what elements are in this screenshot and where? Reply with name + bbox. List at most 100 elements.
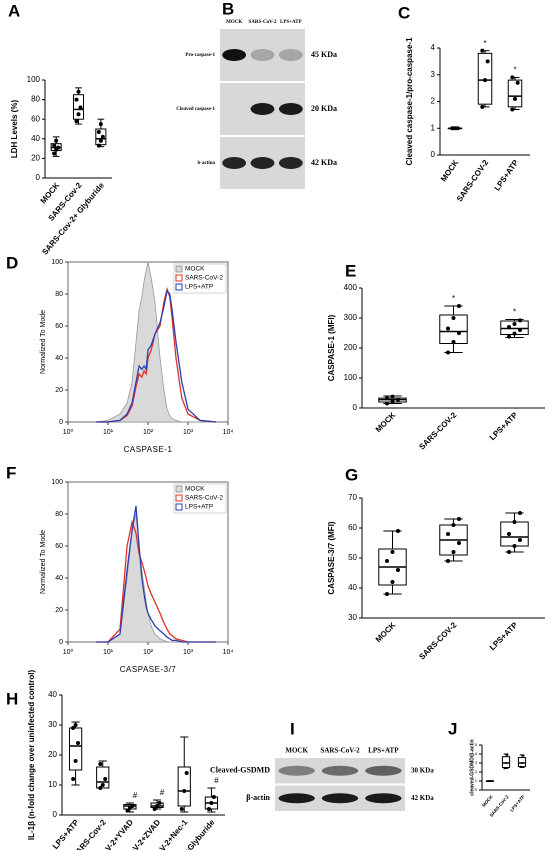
data-point [76,112,81,117]
x-tick-label: MOCK [481,794,494,808]
data-point [390,394,395,399]
y-tick-label: 400 [344,283,358,292]
significance-marker: * [513,308,516,317]
blot-band [250,49,275,61]
data-point [98,762,103,766]
blot-band [365,765,402,776]
data-point [179,807,184,811]
data-point [455,126,460,131]
size-label: 42 KDa [311,158,337,167]
data-point [513,96,517,101]
y-axis-label: CASPASE-3/7 (MFI) [327,521,336,595]
data-point [512,331,517,336]
y-tick-label: 0 [475,787,478,792]
y-tick-label: 4 [475,751,478,756]
y-tick-label: 4 [431,43,436,52]
data-point [510,75,515,80]
y-tick-label: 200 [344,343,358,352]
data-point [125,808,130,813]
x-axis-label: CASPASE-3/7 [120,665,177,674]
data-point [71,726,76,730]
data-point [73,759,78,763]
data-point [446,350,451,355]
data-point [73,723,78,727]
x-tick-label: LPS+ATP [488,620,520,652]
data-point [489,780,491,782]
histogram-curve [96,519,216,643]
box [507,79,523,108]
data-point [517,328,522,332]
data-point [390,580,395,584]
data-point [395,397,400,402]
data-point [512,520,517,524]
data-point [480,104,485,109]
data-point [385,401,390,406]
data-point [517,511,522,515]
y-tick-label: 40 [348,583,357,592]
panel-letter: E [345,261,356,280]
histogram-curve [96,505,216,643]
x-tick-label: LPS+ATP [509,794,526,813]
data-point [385,559,390,563]
panel-letter: G [345,465,358,484]
data-point [456,541,461,545]
data-point [390,399,395,404]
legend-label: MOCK [185,486,205,493]
histogram-curve [96,286,217,423]
y-tick-label: 80 [55,291,63,298]
data-point [507,550,512,554]
data-point [505,762,507,764]
x-tick-label: SARS-COV-2 [455,158,491,204]
data-point [182,789,187,793]
y-axis-label: CASPASE-1 (MFI) [327,314,336,381]
x-tick-label: 10² [143,429,154,436]
data-point [487,780,490,782]
blot-band [222,49,247,61]
data-point [54,138,59,143]
legend-box [173,483,227,514]
size-label: 42 KDa [411,794,434,802]
y-tick-label: 20 [55,387,63,394]
y-tick-label: 3 [475,760,478,765]
row-label: b-actina [198,161,216,166]
legend-swatch [175,503,183,511]
data-point [521,762,523,764]
data-point [456,517,461,521]
histogram-curve [96,289,217,423]
y-tick-label: 0 [431,150,436,159]
x-tick-label: SARS-COV-2 [417,620,458,661]
x-tick-label: LPS+ATP [51,817,81,850]
y-tick-label: 2 [431,97,436,106]
y-tick-label: 5 [475,742,478,747]
y-tick-label: 50 [348,553,357,562]
y-tick-label: 60 [55,543,63,550]
data-point [184,771,189,775]
lane-label: SARS-CoV-2 [320,747,360,755]
row-label: Pro-caspase-1 [185,53,215,58]
y-tick-label: 40 [31,134,40,143]
data-point [96,143,101,148]
data-point [52,151,57,156]
panel-letter: B [222,0,234,18]
data-point [451,550,456,554]
blot-band [321,765,359,776]
y-axis-label: Cleaved caspase-1/pro-caspase-1 [405,37,414,166]
data-point [451,340,456,344]
y-tick-label: 40 [55,355,63,362]
panel-letter: C [398,3,410,22]
y-tick-label: 100 [51,479,63,486]
y-tick-label: 80 [31,95,40,104]
panel-letter: H [6,689,18,708]
legend-label: SARS-CoV-2 [185,275,223,282]
data-point [130,804,135,808]
data-point [517,318,522,323]
significance-marker: * [513,66,516,75]
data-point [507,325,512,329]
y-axis-label: Normalized To Mode [40,530,47,594]
y-tick-label: 100 [344,373,358,382]
y-tick-label: 100 [51,259,63,266]
data-point [507,334,512,339]
data-point [152,807,157,811]
y-tick-label: 300 [344,313,358,322]
data-point [515,80,520,85]
